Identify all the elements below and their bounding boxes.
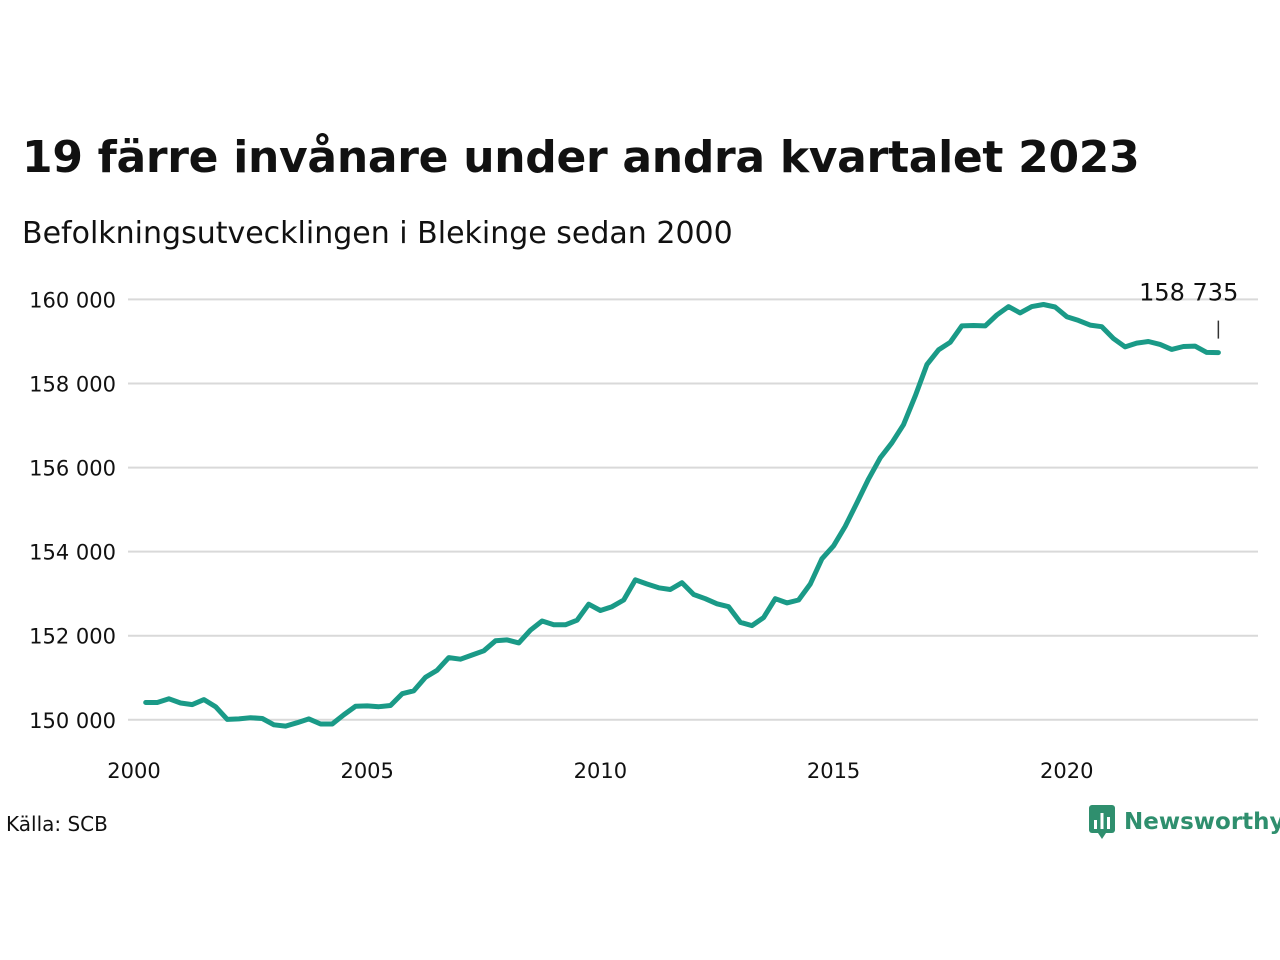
gridlines <box>128 298 1258 721</box>
y-tick-label: 160 000 <box>29 288 116 312</box>
x-tick-label: 2000 <box>107 759 160 783</box>
brand-logo: Newsworthy <box>1088 804 1280 840</box>
series-line <box>143 302 1221 729</box>
x-tick-label: 2005 <box>340 759 393 783</box>
y-tick-label: 150 000 <box>29 709 116 733</box>
x-tick-label: 2010 <box>574 759 627 783</box>
series-layer <box>143 302 1221 729</box>
y-axis-ticks: 150 000 152 000 154 000 156 000 158 000 160 0… <box>29 288 116 732</box>
x-tick-label: 2015 <box>807 759 860 783</box>
y-tick-label: 158 000 <box>29 372 116 396</box>
last-value-label: 158 735 <box>1139 279 1238 307</box>
chart-subtitle: Befolkningsutvecklingen i Blekinge sedan… <box>22 216 733 251</box>
source-note: Källa: SCB <box>6 812 108 836</box>
chart-title: 19 färre invånare under andra kvartalet … <box>22 132 1140 183</box>
x-axis-ticks: 2000 2005 2010 2015 2020 <box>107 759 1093 783</box>
newsworthy-logo-icon <box>1089 805 1115 839</box>
x-tick-label: 2020 <box>1040 759 1093 783</box>
annotation-layer: 158 735 <box>1139 279 1238 339</box>
y-tick-label: 154 000 <box>29 541 116 565</box>
y-tick-label: 152 000 <box>29 625 116 649</box>
brand-name: Newsworthy <box>1124 809 1280 835</box>
y-tick-label: 156 000 <box>29 457 116 481</box>
